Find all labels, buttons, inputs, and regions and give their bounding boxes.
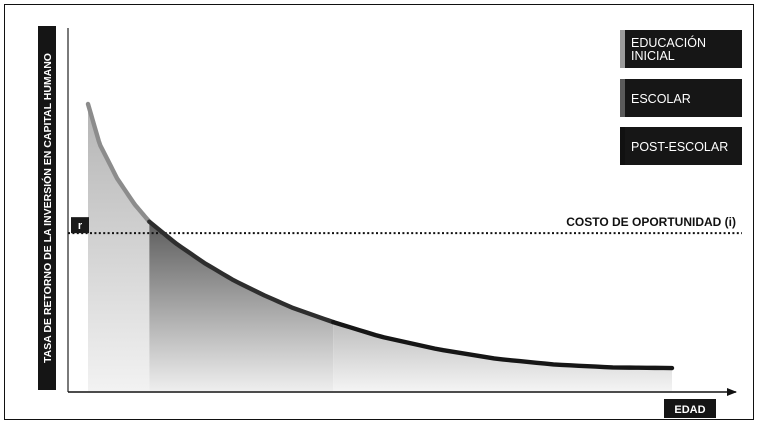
legend-accent-2 <box>620 127 625 165</box>
legend-item-2: POST-ESCOLAR <box>620 127 742 165</box>
r-marker-box <box>71 217 89 234</box>
x-axis-label-box <box>664 399 716 418</box>
x-axis-label: EDAD <box>674 404 705 416</box>
legend-accent-0 <box>620 30 625 68</box>
legend-item-1: ESCOLAR <box>620 79 742 117</box>
area-segment-2 <box>333 322 672 391</box>
chart-frame <box>4 4 754 420</box>
legend-box-2 <box>620 127 742 165</box>
curve-segment-1 <box>147 219 336 325</box>
r-marker-label: r <box>78 220 83 232</box>
y-axis-label: TASA DE RETORNO DE LA INVERSIÓN EN CAPIT… <box>41 53 54 363</box>
area-segment-0 <box>88 104 150 391</box>
legend-accent-1 <box>620 79 625 117</box>
area-segment-1 <box>149 221 334 391</box>
legend-box-0 <box>620 30 742 68</box>
legend-box-1 <box>620 79 742 117</box>
legend-label-2-0: POST-ESCOLAR <box>631 140 728 154</box>
curve-segment-0 <box>85 101 152 224</box>
y-axis-label-bar <box>38 26 56 390</box>
legend-label-0-0: EDUCACIÓN <box>631 35 706 50</box>
legend-label-1-0: ESCOLAR <box>631 92 691 106</box>
reference-line-label: COSTO DE OPORTUNIDAD (i) <box>566 215 736 229</box>
legend-label-0-1: INICIAL <box>631 49 675 63</box>
curve-segment-2 <box>331 319 675 371</box>
